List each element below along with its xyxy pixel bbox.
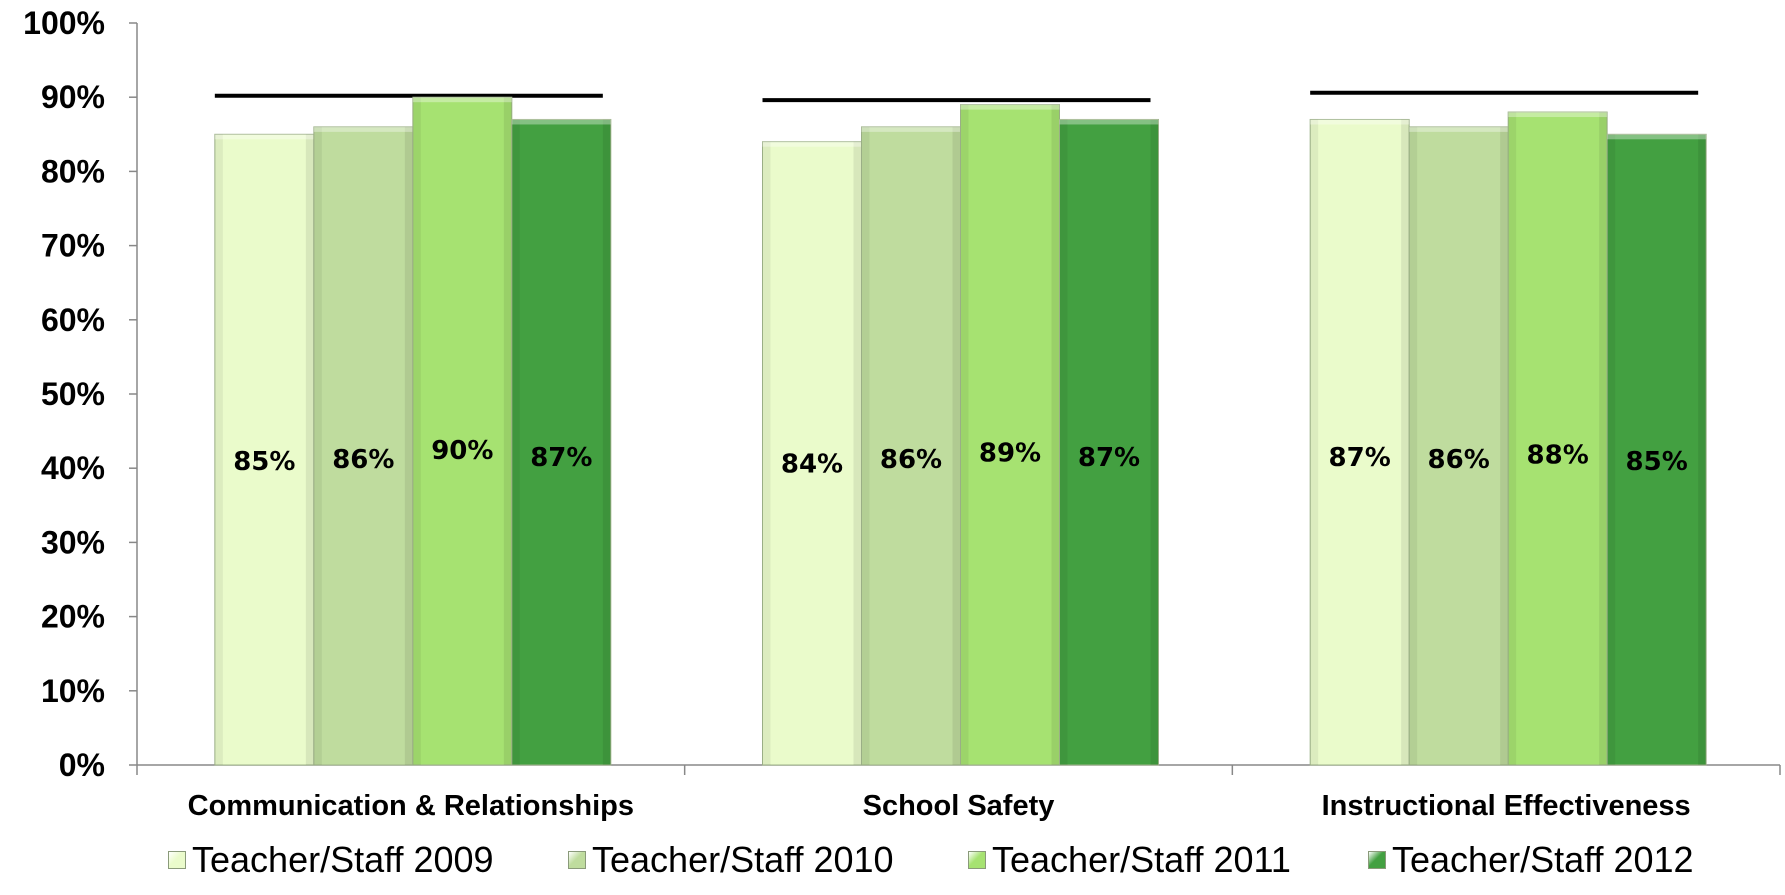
y-tick-label: 30% bbox=[41, 524, 105, 560]
bar-shade-right bbox=[1150, 119, 1159, 765]
legend-item-2010: Teacher/Staff 2010 bbox=[568, 839, 894, 880]
bar-chart: 0% 10% 20% 30% 40% 50% 60% 70% 80% 90% 100% 85% 86% 9… bbox=[23, 5, 1781, 822]
y-tick-label: 100% bbox=[23, 5, 105, 41]
data-label: 86% bbox=[332, 445, 394, 475]
bar-shade-right bbox=[602, 119, 611, 765]
bar-shade-right bbox=[1051, 104, 1060, 766]
bar bbox=[214, 133, 315, 766]
data-label: 87% bbox=[1329, 443, 1391, 473]
category-label: School Safety bbox=[863, 790, 1055, 822]
legend: Teacher/Staff 2009 Teacher/Staff 2010 Te… bbox=[0, 839, 1785, 880]
category-label: Communication & Relationships bbox=[188, 790, 634, 822]
y-tick-label: 70% bbox=[41, 228, 105, 264]
bar-shade-right bbox=[1599, 112, 1608, 766]
legend-swatch-2010 bbox=[568, 851, 586, 869]
bar-shade-left bbox=[762, 141, 771, 766]
y-tick-label: 40% bbox=[41, 450, 105, 486]
legend-swatch-2009 bbox=[168, 851, 186, 869]
bar-top-bevel bbox=[1310, 119, 1410, 125]
bar-top-bevel bbox=[762, 141, 862, 147]
y-tick-label: 60% bbox=[41, 302, 105, 338]
bar-top-bevel bbox=[412, 97, 512, 103]
bar-shade-left bbox=[511, 119, 520, 765]
data-label: 87% bbox=[530, 443, 592, 473]
bar-shade-left bbox=[313, 126, 322, 765]
bar-top-bevel bbox=[1409, 126, 1509, 132]
bar-shade-right bbox=[503, 97, 512, 765]
bar bbox=[960, 104, 1060, 766]
bar-shade-right bbox=[853, 141, 862, 766]
bar-shade-left bbox=[1607, 134, 1616, 766]
bar-top-bevel bbox=[511, 119, 611, 125]
legend-label-2011: Teacher/Staff 2011 bbox=[992, 839, 1291, 880]
legend-swatch-2011 bbox=[968, 851, 986, 869]
data-label: 85% bbox=[1626, 447, 1688, 477]
bar-shade-right bbox=[1500, 126, 1509, 765]
bar bbox=[1059, 118, 1159, 766]
legend-item-2012: Teacher/Staff 2012 bbox=[1368, 839, 1694, 880]
bar-top-bevel bbox=[1059, 119, 1159, 125]
y-tick-label: 20% bbox=[41, 599, 105, 635]
y-tick-label: 0% bbox=[59, 747, 105, 783]
bar-shade-left bbox=[412, 97, 421, 765]
bar-top-bevel bbox=[861, 126, 961, 132]
data-label: 89% bbox=[979, 438, 1041, 468]
bar bbox=[1606, 133, 1707, 766]
data-label: 85% bbox=[233, 447, 295, 477]
bar bbox=[313, 126, 414, 766]
bar-shade-right bbox=[404, 126, 413, 765]
bar-shade-left bbox=[1508, 112, 1517, 766]
bar bbox=[511, 118, 612, 766]
bar-shade-left bbox=[1409, 126, 1418, 765]
bar-shade-left bbox=[1059, 119, 1068, 765]
legend-item-2009: Teacher/Staff 2009 bbox=[168, 839, 494, 880]
bar-shade-right bbox=[305, 134, 314, 766]
bar-shade-right bbox=[952, 126, 961, 765]
legend-label-2012: Teacher/Staff 2012 bbox=[1392, 839, 1694, 880]
legend-swatch-2012 bbox=[1368, 851, 1386, 869]
data-label: 84% bbox=[781, 449, 843, 479]
bar-top-bevel bbox=[960, 104, 1060, 110]
bar bbox=[1309, 118, 1410, 766]
bar-shade-left bbox=[214, 134, 223, 766]
bar-shade-right bbox=[1401, 119, 1410, 765]
bar-top-bevel bbox=[313, 126, 413, 132]
bar-shade-left bbox=[960, 104, 969, 766]
bar-top-bevel bbox=[1508, 112, 1608, 118]
bar-shade-left bbox=[1310, 119, 1319, 765]
data-label: 90% bbox=[431, 436, 493, 466]
bar bbox=[412, 96, 513, 766]
legend-item-2011: Teacher/Staff 2011 bbox=[968, 839, 1291, 880]
bar bbox=[861, 126, 961, 766]
data-label: 86% bbox=[1428, 445, 1490, 475]
bar-shade-left bbox=[861, 126, 870, 765]
category-label: Instructional Effectiveness bbox=[1322, 790, 1691, 822]
y-tick-label: 10% bbox=[41, 673, 105, 709]
y-tick-label: 90% bbox=[41, 79, 105, 115]
bar-top-bevel bbox=[1607, 134, 1707, 140]
bar-shade-right bbox=[1698, 134, 1707, 766]
bar-top-bevel bbox=[214, 134, 314, 140]
data-label: 86% bbox=[880, 445, 942, 475]
bar bbox=[1507, 111, 1608, 766]
data-label: 88% bbox=[1527, 441, 1589, 471]
y-tick-label: 50% bbox=[41, 376, 105, 412]
legend-label-2010: Teacher/Staff 2010 bbox=[592, 839, 894, 880]
y-tick-label: 80% bbox=[41, 153, 105, 189]
data-label: 87% bbox=[1078, 443, 1140, 473]
bar bbox=[1408, 126, 1509, 766]
bar bbox=[762, 141, 862, 766]
legend-label-2009: Teacher/Staff 2009 bbox=[192, 839, 494, 880]
